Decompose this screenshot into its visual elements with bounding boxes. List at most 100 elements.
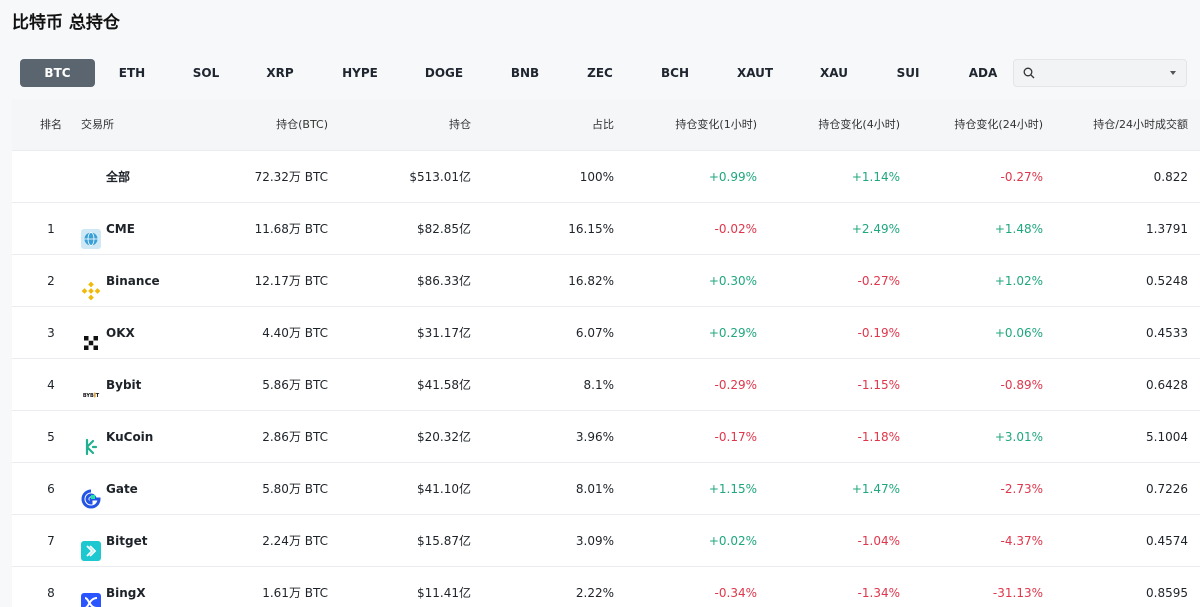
table-row[interactable]: 8 BingX 1.61万 BTC $11.41亿 2.22% -0.34% -1.34% -… bbox=[12, 567, 1200, 607]
exchange-name: Bitget bbox=[106, 534, 148, 548]
table-row[interactable]: 5 KuCoin 2.86万 BTC $20.32亿 3.96% -0.17% -1.18%… bbox=[12, 411, 1200, 463]
chg-4h-cell: +1.47% bbox=[851, 482, 900, 496]
tab-bnb[interactable]: BNB bbox=[510, 66, 540, 80]
oi-usd-cell: $86.33亿 bbox=[417, 274, 471, 288]
tab-xau[interactable]: XAU bbox=[820, 66, 848, 80]
rank-cell: 4 bbox=[47, 378, 55, 392]
tab-xrp[interactable]: XRP bbox=[266, 66, 294, 80]
chg-4h-cell: -1.34% bbox=[857, 586, 900, 600]
table-row-total: 全部 72.32万 BTC $513.01亿 100% +0.99% +1.14… bbox=[12, 151, 1200, 203]
tab-eth[interactable]: ETH bbox=[118, 66, 146, 80]
header-chg-4h[interactable]: 持仓变化(4小时) bbox=[818, 118, 900, 131]
share-cell: 16.15% bbox=[568, 222, 614, 236]
exchange-cell[interactable]: Bitget bbox=[81, 515, 221, 567]
oi-btc-cell: 2.24万 BTC bbox=[262, 534, 328, 548]
rank-cell: 2 bbox=[47, 274, 55, 288]
open-interest-table: 排名 交易所 持仓(BTC) 持仓 占比 持仓变化(1小时) 持仓变化(4小时)… bbox=[12, 99, 1200, 607]
table-row[interactable]: 4 BYBIT Bybit 5.86万 BTC $41.58亿 8.1% -0.29% -1.… bbox=[12, 359, 1200, 411]
exchange-cell[interactable]: Gate bbox=[81, 463, 221, 515]
total-share: 100% bbox=[579, 170, 614, 184]
table-row[interactable]: 7 Bitget 2.24万 BTC $15.87亿 3.09% +0.02% -1.04%… bbox=[12, 515, 1200, 567]
rank-cell: 7 bbox=[47, 534, 55, 548]
oi-btc-cell: 11.68万 BTC bbox=[254, 222, 328, 236]
exchange-cell[interactable]: BYBIT Bybit bbox=[81, 359, 221, 411]
oi-btc-cell: 1.61万 BTC bbox=[262, 586, 328, 600]
bitget-logo-icon bbox=[81, 531, 101, 561]
exchange-name: KuCoin bbox=[106, 430, 154, 444]
header-exchange: 交易所 bbox=[81, 118, 114, 131]
chg-24h-cell: +1.48% bbox=[994, 222, 1043, 236]
table-row[interactable]: 2 Binance 12.17万 BTC $86.33亿 16.82% +0.30% -0.… bbox=[12, 255, 1200, 307]
share-cell: 3.09% bbox=[575, 534, 614, 548]
chg-24h-cell: +3.01% bbox=[994, 430, 1043, 444]
rank-cell: 6 bbox=[47, 482, 55, 496]
table-row[interactable]: 1 CME 11.68万 BTC $82.85亿 16.15% -0.02% +2.49% +… bbox=[12, 203, 1200, 255]
exchange-cell[interactable]: BingX bbox=[81, 567, 221, 607]
table-row[interactable]: 6 Gate 5.80万 BTC $41.10亿 8.01% +1.15% +1.47% -2… bbox=[12, 463, 1200, 515]
header-oi-volume-ratio[interactable]: 持仓/24小时成交额 bbox=[1093, 118, 1188, 131]
tab-hype[interactable]: HYPE bbox=[342, 66, 378, 80]
ratio-cell: 0.5248 bbox=[1146, 274, 1188, 288]
tab-xaut[interactable]: XAUT bbox=[736, 66, 774, 80]
share-cell: 6.07% bbox=[575, 326, 614, 340]
cme-globe-icon bbox=[81, 219, 101, 249]
tab-doge[interactable]: DOGE bbox=[424, 66, 464, 80]
oi-usd-cell: $82.85亿 bbox=[417, 222, 471, 236]
table-row[interactable]: 3 OKX 4.40万 BTC $31.17亿 6.07% +0.29% -0.19% +0.… bbox=[12, 307, 1200, 359]
chg-4h-cell: -1.15% bbox=[857, 378, 900, 392]
ratio-cell: 0.4574 bbox=[1146, 534, 1188, 548]
oi-usd-cell: $15.87亿 bbox=[417, 534, 471, 548]
header-chg-1h[interactable]: 持仓变化(1小时) bbox=[675, 118, 757, 131]
total-oi-usd: $513.01亿 bbox=[409, 170, 471, 184]
ratio-cell: 0.6428 bbox=[1146, 378, 1188, 392]
tab-zec[interactable]: ZEC bbox=[587, 66, 613, 80]
total-oi-btc: 72.32万 BTC bbox=[254, 170, 328, 184]
svg-text:BYBIT: BYBIT bbox=[83, 393, 100, 399]
exchange-name: Bybit bbox=[106, 378, 142, 392]
header-rank: 排名 bbox=[40, 118, 62, 131]
chg-1h-cell: +0.02% bbox=[708, 534, 757, 548]
total-chg-1h: +0.99% bbox=[708, 170, 757, 184]
exchange-cell[interactable]: CME bbox=[81, 203, 221, 255]
header-oi-btc[interactable]: 持仓(BTC) bbox=[276, 118, 328, 131]
header-chg-24h[interactable]: 持仓变化(24小时) bbox=[954, 118, 1043, 131]
ratio-cell: 0.4533 bbox=[1146, 326, 1188, 340]
exchange-name: BingX bbox=[106, 586, 146, 600]
ratio-cell: 0.7226 bbox=[1146, 482, 1188, 496]
oi-usd-cell: $41.10亿 bbox=[417, 482, 471, 496]
chg-24h-cell: -2.73% bbox=[1000, 482, 1043, 496]
tab-ada[interactable]: ADA bbox=[968, 66, 998, 80]
tab-sui[interactable]: SUI bbox=[896, 66, 920, 80]
chevron-down-icon bbox=[1170, 71, 1176, 75]
chg-1h-cell: -0.29% bbox=[714, 378, 757, 392]
header-oi-usd[interactable]: 持仓 bbox=[449, 118, 471, 131]
tab-sol[interactable]: SOL bbox=[192, 66, 220, 80]
header-share[interactable]: 占比 bbox=[592, 118, 614, 131]
chg-4h-cell: -1.18% bbox=[857, 430, 900, 444]
exchange-name: OKX bbox=[106, 326, 135, 340]
tab-btc[interactable]: BTC bbox=[20, 59, 95, 87]
exchange-cell[interactable]: KuCoin bbox=[81, 411, 221, 463]
share-cell: 2.22% bbox=[575, 586, 614, 600]
chg-4h-cell: -0.27% bbox=[857, 274, 900, 288]
oi-usd-cell: $31.17亿 bbox=[417, 326, 471, 340]
rank-cell: 3 bbox=[47, 326, 55, 340]
exchange-cell[interactable]: OKX bbox=[81, 307, 221, 359]
chg-1h-cell: +0.30% bbox=[708, 274, 757, 288]
exchange-name: Binance bbox=[106, 274, 160, 288]
bybit-logo-icon: BYBIT bbox=[81, 375, 101, 405]
page-title: 比特币 总持仓 bbox=[12, 13, 120, 33]
chg-1h-cell: +1.15% bbox=[708, 482, 757, 496]
coin-search-select[interactable] bbox=[1013, 59, 1187, 87]
chg-4h-cell: +2.49% bbox=[851, 222, 900, 236]
oi-usd-cell: $11.41亿 bbox=[417, 586, 471, 600]
chg-1h-cell: -0.17% bbox=[714, 430, 757, 444]
oi-btc-cell: 12.17万 BTC bbox=[254, 274, 328, 288]
tab-bch[interactable]: BCH bbox=[661, 66, 689, 80]
ratio-cell: 1.3791 bbox=[1146, 222, 1188, 236]
gate-logo-icon bbox=[81, 479, 101, 508]
exchange-cell[interactable]: Binance bbox=[81, 255, 221, 307]
search-icon bbox=[1023, 67, 1035, 79]
rank-cell: 8 bbox=[47, 586, 55, 600]
share-cell: 16.82% bbox=[568, 274, 614, 288]
